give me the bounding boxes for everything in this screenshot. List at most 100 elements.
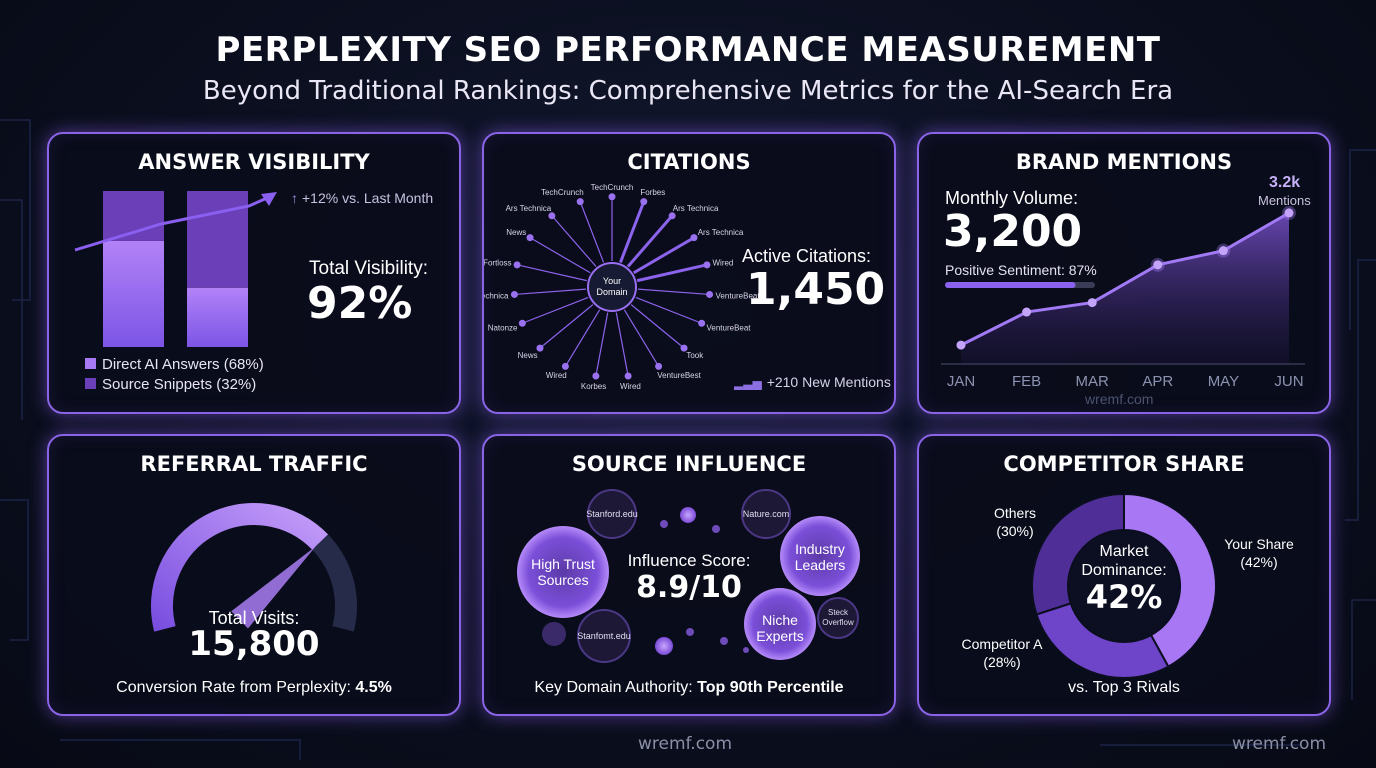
dot bbox=[743, 647, 749, 653]
citation-node bbox=[706, 290, 714, 298]
donut-hole bbox=[1069, 531, 1179, 641]
citations-title: CITATIONS bbox=[627, 150, 751, 174]
bubble-high-trust bbox=[517, 526, 609, 618]
bubble-stanfomt bbox=[577, 609, 631, 663]
peak-label: Mentions bbox=[1258, 193, 1311, 208]
conversion-value: 4.5% bbox=[355, 679, 392, 696]
bar-direct bbox=[103, 240, 164, 347]
label-competitor-a: Competitor A bbox=[961, 636, 1043, 652]
footer-watermark-center: wremf.com bbox=[638, 734, 732, 754]
label-others-pct: (30%) bbox=[996, 523, 1034, 539]
bubble-label-industry: Industry Leaders bbox=[794, 541, 846, 573]
citation-source-label: Wired bbox=[620, 382, 641, 391]
data-point bbox=[1218, 246, 1228, 256]
bubble-niche bbox=[744, 588, 816, 660]
answer-visibility-card: ANSWER VISIBILITY ↑ +12% vs. Last Month T… bbox=[47, 132, 461, 414]
citation-source-label: Ars Technica bbox=[484, 291, 509, 300]
competitor-donut bbox=[1031, 492, 1217, 679]
total-visits-label: Total Visits: bbox=[208, 608, 300, 628]
citation-node bbox=[690, 234, 698, 242]
citation-link bbox=[514, 288, 587, 296]
donut-center-value: 42% bbox=[1085, 578, 1163, 616]
citation-link bbox=[636, 263, 708, 283]
answer-visibility-title: ANSWER VISIBILITY bbox=[138, 150, 370, 174]
influence-bubbles bbox=[517, 489, 860, 663]
active-citations-label: Active Citations: bbox=[742, 246, 872, 266]
bubble-label-stackoverflow: Steck Overflow bbox=[822, 608, 854, 627]
conversion-label: Conversion Rate from Perplexity: bbox=[116, 679, 351, 696]
brand-mentions-chart: JAN FEB MAR APR MAY JUN bbox=[941, 205, 1305, 390]
bubble-stanford bbox=[587, 489, 637, 539]
bubble-industry bbox=[780, 516, 860, 596]
citation-node bbox=[561, 362, 569, 370]
total-visibility-label: Total Visibility: bbox=[309, 258, 428, 279]
legend-swatch-snippets bbox=[85, 378, 96, 389]
donut-center-label-2: Dominance: bbox=[1081, 562, 1167, 579]
your-domain-node bbox=[587, 262, 637, 312]
citation-source-label: Ars Technica bbox=[506, 204, 552, 213]
bubble-label-nature: Nature.com bbox=[742, 509, 790, 519]
citation-link bbox=[623, 309, 660, 367]
citation-node bbox=[655, 362, 663, 370]
label-your-share-pct: (42%) bbox=[1240, 554, 1278, 570]
bubble-label-high-trust: High Trust Sources bbox=[531, 556, 595, 588]
citation-link bbox=[637, 288, 710, 296]
x-tick-label: JAN bbox=[947, 373, 975, 390]
legend-snippets: Source Snippets (32%) bbox=[85, 376, 256, 393]
label-your-share: Your Share bbox=[1224, 536, 1294, 552]
data-point bbox=[1284, 208, 1294, 218]
trend-line bbox=[74, 196, 268, 252]
bar-snippets bbox=[187, 191, 248, 288]
your-domain-label: Your bbox=[603, 276, 621, 286]
x-tick-label: MAR bbox=[1076, 373, 1110, 390]
conversion-rate: Conversion Rate from Perplexity: 4.5% bbox=[49, 679, 459, 697]
citation-node bbox=[624, 372, 632, 380]
competitor-share-card: COMPETITOR SHARE Market Dominance: 42% Y… bbox=[917, 434, 1331, 716]
citation-node bbox=[513, 261, 521, 269]
bubble-stackoverflow bbox=[817, 597, 859, 639]
citation-source-label: TechCrunch bbox=[541, 188, 584, 197]
influence-score-value: 8.9/10 bbox=[636, 570, 742, 605]
legend-direct: Direct AI Answers (68%) bbox=[85, 356, 264, 373]
x-tick-label: APR bbox=[1142, 373, 1173, 390]
brand-mentions-title: BRAND MENTIONS bbox=[1015, 150, 1233, 174]
citation-link bbox=[630, 304, 685, 349]
bubble-label-stanfomt: Stanfomt.edu bbox=[577, 631, 631, 641]
dot bbox=[680, 507, 696, 523]
legend-direct-label: Direct AI Answers (68%) bbox=[102, 356, 264, 373]
active-citations-value: 1,450 bbox=[746, 264, 886, 315]
citation-node bbox=[536, 344, 544, 352]
legend-snippets-label: Source Snippets (32%) bbox=[102, 376, 257, 393]
citation-node bbox=[640, 198, 648, 206]
citation-node bbox=[526, 234, 534, 242]
dot bbox=[542, 622, 566, 646]
citation-node bbox=[680, 344, 688, 352]
data-point bbox=[956, 340, 966, 350]
citation-link bbox=[564, 309, 601, 367]
card-watermark: wremf.com bbox=[1085, 391, 1154, 407]
competitor-footer: vs. Top 3 Rivals bbox=[1068, 679, 1180, 696]
citation-node bbox=[698, 319, 706, 327]
citation-source-label: Korbes bbox=[581, 382, 606, 391]
citation-link bbox=[516, 264, 587, 282]
your-domain-label-2: Domain bbox=[596, 287, 627, 297]
citation-source-label: VentureBeat bbox=[716, 291, 761, 300]
citation-source-label: Fortloss bbox=[484, 258, 512, 267]
mentions-area bbox=[961, 212, 1289, 364]
monthly-volume-value: 3,200 bbox=[943, 206, 1083, 257]
total-visits-value: 15,800 bbox=[188, 624, 320, 664]
label-competitor-a-pct: (28%) bbox=[983, 654, 1021, 670]
label-others: Others bbox=[993, 505, 1036, 521]
citation-link bbox=[633, 236, 695, 275]
data-point bbox=[1087, 298, 1097, 308]
citation-source-label: VentureBest bbox=[657, 371, 701, 380]
citations-network: TechCrunch Forbes Ars Technica Ars Technica… bbox=[484, 183, 761, 391]
source-influence-card: SOURCE INFLUENCE High Trust Sources Indu… bbox=[482, 434, 896, 716]
signal-bars-icon: ▂▃▅ bbox=[734, 376, 762, 390]
citation-node bbox=[668, 212, 676, 220]
citation-link bbox=[539, 304, 594, 349]
citation-link bbox=[635, 296, 702, 324]
bubble-nature bbox=[741, 489, 791, 539]
citations-card: CITATIONS TechCrunch Forbes Ars Technica Ar… bbox=[482, 132, 896, 414]
trend-up-arrow-icon: ↑ bbox=[291, 190, 298, 206]
